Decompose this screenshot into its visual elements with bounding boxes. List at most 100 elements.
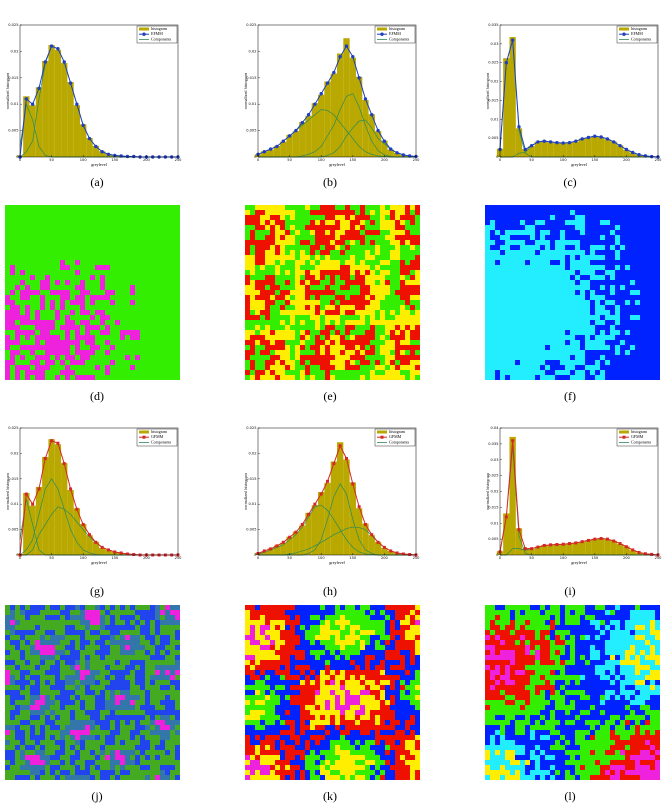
- pixel: [605, 205, 610, 210]
- pixel: [135, 205, 140, 210]
- pixel: [580, 275, 585, 280]
- segmentation-map: [5, 605, 180, 780]
- pixel: [10, 230, 15, 235]
- pixel: [35, 295, 40, 300]
- pixel: [170, 635, 175, 640]
- pixel: [5, 205, 10, 210]
- pixel: [625, 315, 630, 320]
- pixel: [510, 210, 515, 215]
- pixel: [260, 210, 265, 215]
- model-marker: [339, 444, 342, 447]
- pixel: [495, 275, 500, 280]
- pixel: [60, 280, 65, 285]
- pixel: [635, 300, 640, 305]
- pixel: [605, 350, 610, 355]
- model-marker: [600, 537, 603, 540]
- pixel: [260, 230, 265, 235]
- histogram-bar: [579, 139, 585, 157]
- pixel: [245, 280, 250, 285]
- pixel: [55, 655, 60, 660]
- pixel: [340, 275, 345, 280]
- pixel: [135, 655, 140, 660]
- pixel: [650, 205, 655, 210]
- pixel: [655, 280, 660, 285]
- pixel: [495, 260, 500, 265]
- pixel: [75, 215, 80, 220]
- pixel: [320, 345, 325, 350]
- pixel: [245, 315, 250, 320]
- pixel: [85, 635, 90, 640]
- pixel: [305, 310, 310, 315]
- pixel: [510, 220, 515, 225]
- pixel: [555, 330, 560, 335]
- pixel: [650, 360, 655, 365]
- pixel: [365, 355, 370, 360]
- pixel: [115, 320, 120, 325]
- pixel: [170, 340, 175, 345]
- pixel: [415, 260, 420, 265]
- pixel: [340, 225, 345, 230]
- pixel: [5, 690, 10, 695]
- pixel: [405, 340, 410, 345]
- pixel: [150, 665, 155, 670]
- pixel: [295, 220, 300, 225]
- pixel: [640, 315, 645, 320]
- pixel: [555, 365, 560, 370]
- pixel: [650, 305, 655, 310]
- pixel: [390, 335, 395, 340]
- pixel: [535, 295, 540, 300]
- pixel: [615, 250, 620, 255]
- pixel: [500, 240, 505, 245]
- legend-swatch: [139, 431, 149, 434]
- pixel: [140, 275, 145, 280]
- pixel: [620, 225, 625, 230]
- pixel: [495, 320, 500, 325]
- pixel: [355, 280, 360, 285]
- pixel: [405, 220, 410, 225]
- pixel: [120, 645, 125, 650]
- pixel: [70, 670, 75, 675]
- pixel: [95, 695, 100, 700]
- pixel: [550, 360, 555, 365]
- pixel: [295, 310, 300, 315]
- pixel: [265, 310, 270, 315]
- pixel: [30, 240, 35, 245]
- pixel: [385, 345, 390, 350]
- pixel: [170, 680, 175, 685]
- pixel: [170, 665, 175, 670]
- pixel: [30, 260, 35, 265]
- pixel: [545, 340, 550, 345]
- pixel: [130, 350, 135, 355]
- pixel: [405, 365, 410, 370]
- pixel: [375, 280, 380, 285]
- pixel: [80, 300, 85, 305]
- pixel: [165, 625, 170, 630]
- pixel: [280, 310, 285, 315]
- pixel: [505, 365, 510, 370]
- pixel: [70, 260, 75, 265]
- pixel: [25, 375, 30, 380]
- pixel: [505, 375, 510, 380]
- pixel: [260, 325, 265, 330]
- pixel: [125, 645, 130, 650]
- pixel: [515, 340, 520, 345]
- pixel: [120, 360, 125, 365]
- pixel: [80, 315, 85, 320]
- pixel: [100, 655, 105, 660]
- pixel: [145, 255, 150, 260]
- model-marker: [332, 71, 335, 74]
- pixel: [160, 620, 165, 625]
- pixel: [655, 275, 660, 280]
- pixel: [560, 240, 565, 245]
- chart: 05010015020025000.0050.010.0150.020.0250…: [485, 426, 662, 565]
- pixel: [610, 215, 615, 220]
- pixel: [630, 305, 635, 310]
- pixel: [570, 265, 575, 270]
- pixel: [540, 325, 545, 330]
- pixel: [300, 370, 305, 375]
- pixel: [65, 685, 70, 690]
- pixel: [260, 255, 265, 260]
- pixel: [35, 605, 40, 610]
- pixel: [305, 235, 310, 240]
- pixel: [370, 220, 375, 225]
